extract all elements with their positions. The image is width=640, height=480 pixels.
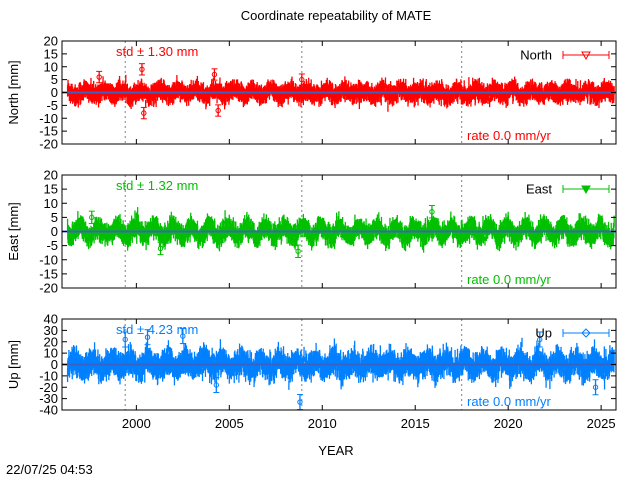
legend-north: North bbox=[520, 48, 610, 63]
y-tick-label: 0 bbox=[51, 85, 58, 100]
outlier-point bbox=[429, 209, 435, 215]
y-tick-label: 20 bbox=[44, 34, 58, 49]
y-tick-label: -5 bbox=[46, 98, 58, 113]
data-points-north bbox=[66, 63, 615, 120]
outlier-point bbox=[299, 76, 305, 83]
y-tick-label: 5 bbox=[51, 72, 58, 87]
legend-marker bbox=[581, 51, 591, 61]
y-axis-label-north: North [mm] bbox=[6, 60, 21, 124]
outlier-point bbox=[96, 74, 102, 80]
x-axis-label: YEAR bbox=[318, 443, 353, 458]
y-tick-label: 10 bbox=[44, 59, 58, 74]
y-tick-label: -20 bbox=[39, 137, 58, 152]
chart-title: Coordinate repeatability of MATE bbox=[241, 8, 432, 23]
rate-label-north: rate 0.0 mm/yr bbox=[467, 128, 551, 143]
outlier-point bbox=[215, 107, 221, 114]
legend-label: North bbox=[520, 48, 552, 63]
y-tick-label: 15 bbox=[44, 46, 58, 61]
outlier-point bbox=[141, 110, 147, 116]
outlier-point bbox=[211, 71, 218, 78]
outlier-point bbox=[295, 248, 301, 254]
std-label-north: std ± 1.30 mm bbox=[116, 44, 198, 59]
y-tick-label: -10 bbox=[39, 111, 58, 126]
y-tick-label: -15 bbox=[39, 124, 58, 139]
y-axis-label-east: East [mm] bbox=[6, 202, 21, 261]
outlier-point bbox=[139, 66, 145, 73]
timestamp: 22/07/25 04:53 bbox=[6, 462, 93, 477]
